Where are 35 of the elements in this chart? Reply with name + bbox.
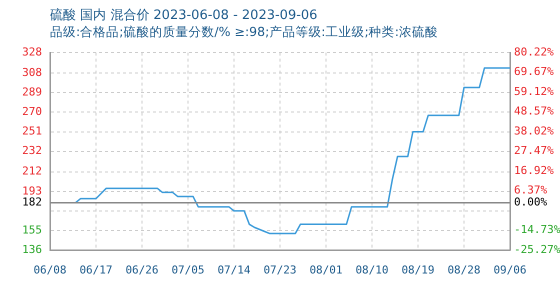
x-tick-label: 06/08: [33, 263, 67, 276]
y2-tick-label: 69.67%: [514, 65, 554, 78]
y2-tick-label: -25.27%: [514, 242, 560, 256]
y-tick-label: 289: [22, 86, 42, 99]
x-tick-label: 06/17: [79, 263, 113, 276]
y2-tick-label: 16.92%: [514, 164, 554, 177]
x-tick-label: 06/26: [125, 263, 159, 276]
x-tick-label: 08/10: [355, 263, 389, 276]
chart-subtitle: 品级:合格品;硫酸的质量分数/% ≥:98;产品等级:工业级;种类:浓硫酸: [50, 24, 438, 41]
x-tick-label: 07/05: [171, 263, 205, 276]
y2-tick-label: 0.00%: [514, 196, 548, 209]
y2-tick-label: 6.37%: [514, 184, 548, 197]
y-tick-label: 136: [22, 242, 42, 256]
y-tick-label: 232: [22, 144, 42, 158]
y2-tick-label: -14.73%: [514, 223, 560, 236]
y-tick-label: 193: [22, 184, 42, 198]
x-tick-label: 08/28: [447, 263, 481, 276]
y2-tick-label: 48.57%: [514, 104, 554, 118]
y-tick-label: 308: [22, 66, 42, 80]
y-tick-label: 270: [22, 105, 42, 118]
x-tick-label: 07/14: [217, 263, 251, 276]
x-tick-label: 08/19: [401, 263, 435, 276]
y2-tick-label: 38.02%: [514, 124, 554, 138]
y2-tick-label: 80.22%: [514, 45, 554, 58]
y2-tick-label: 59.12%: [514, 84, 554, 98]
y-tick-label: 182: [22, 196, 42, 209]
x-tick-label: 08/01: [309, 263, 343, 276]
y-tick-label: 328: [22, 45, 42, 58]
chart-title: 硫酸 国内 混合价 2023-06-08 - 2023-09-06: [50, 7, 318, 24]
y2-tick-label: 27.47%: [514, 144, 554, 158]
y-tick-label: 212: [22, 164, 42, 178]
y-tick-label: 155: [22, 223, 42, 236]
x-tick-label: 09/06: [493, 263, 527, 276]
x-tick-label: 07/23: [263, 263, 297, 276]
y-tick-label: 251: [22, 124, 42, 138]
